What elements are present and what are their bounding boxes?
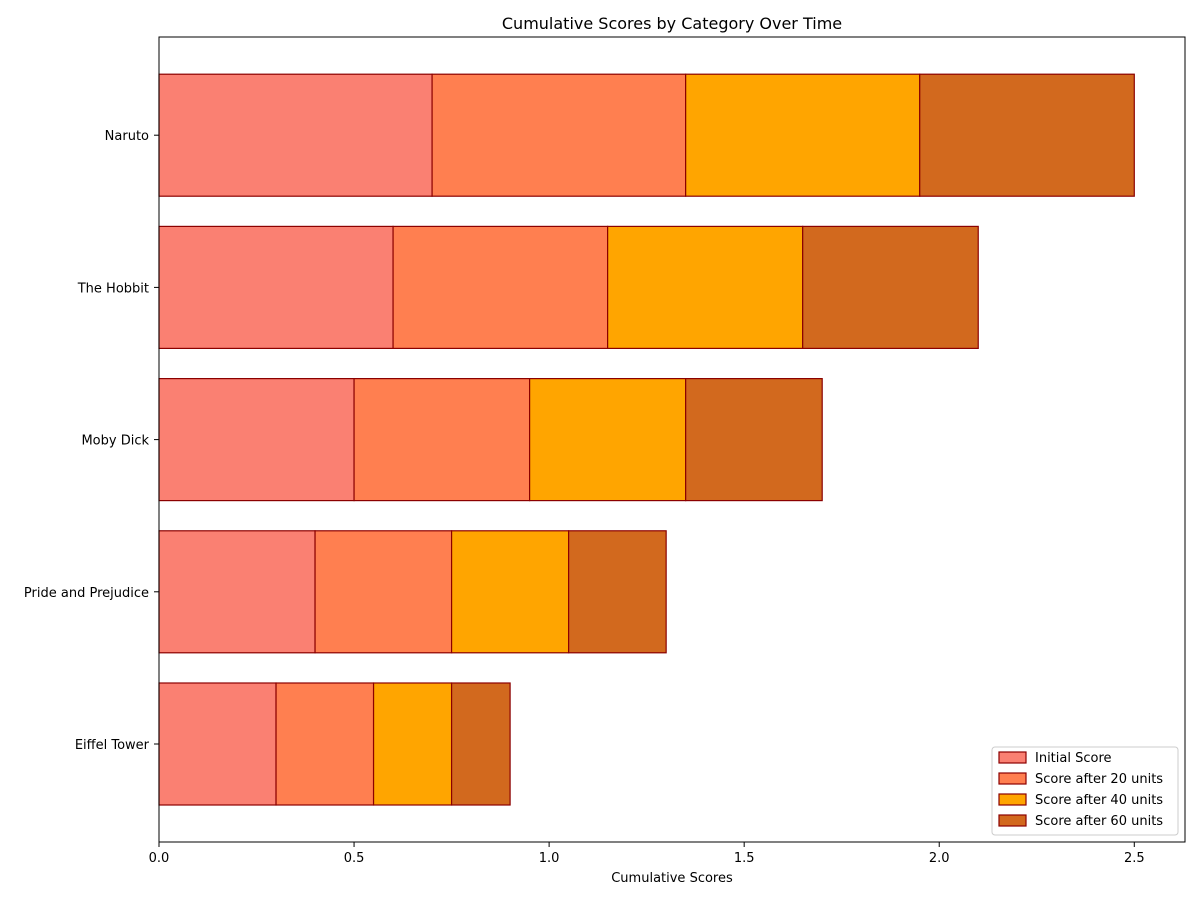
x-tick-label: 2.5 — [1124, 851, 1145, 866]
y-tick-label: Eiffel Tower — [75, 738, 150, 753]
bar-moby-dick-series-1 — [353, 378, 531, 502]
legend-label: Score after 20 units — [1035, 772, 1163, 787]
bar-moby-dick-series-2 — [529, 378, 687, 502]
bar-pride-and-prejudice-series-3 — [568, 530, 667, 654]
x-tick-label: 1.0 — [539, 851, 560, 866]
legend-swatch — [998, 772, 1027, 785]
x-axis-label: Cumulative Scores — [611, 871, 733, 886]
bar-naruto-series-1 — [431, 73, 687, 197]
bar-eiffel-tower-series-3 — [450, 682, 511, 806]
bar-naruto-series-3 — [919, 73, 1135, 197]
bar-pride-and-prejudice-series-0 — [158, 530, 316, 654]
bar-eiffel-tower-series-0 — [158, 682, 277, 806]
bar-naruto-series-2 — [685, 73, 921, 197]
bars-group — [158, 73, 1135, 806]
bar-the-hobbit-series-2 — [607, 225, 804, 349]
legend-label: Initial Score — [1035, 751, 1112, 766]
bar-pride-and-prejudice-series-1 — [314, 530, 453, 654]
legend: Initial Score Score after 20 units Score a… — [991, 746, 1179, 836]
y-tick-label: The Hobbit — [77, 281, 149, 296]
legend-label: Score after 40 units — [1035, 793, 1163, 808]
bar-pride-and-prejudice-series-2 — [450, 530, 570, 654]
bar-the-hobbit-series-1 — [392, 225, 609, 349]
bar-eiffel-tower-series-1 — [275, 682, 375, 806]
legend-box — [991, 746, 1179, 836]
x-tick-label: 0.5 — [344, 851, 365, 866]
x-tick-label: 0.0 — [149, 851, 170, 866]
bar-the-hobbit-series-0 — [158, 225, 394, 349]
y-tick-label: Naruto — [105, 129, 149, 144]
legend-swatch — [998, 751, 1027, 764]
x-tick-label: 2.0 — [929, 851, 950, 866]
y-tick-label: Pride and Prejudice — [24, 586, 149, 601]
legend-swatch — [998, 793, 1027, 806]
bar-eiffel-tower-series-2 — [372, 682, 453, 806]
bar-the-hobbit-series-3 — [802, 225, 979, 349]
bar-moby-dick-series-0 — [158, 378, 355, 502]
bar-moby-dick-series-3 — [685, 378, 823, 502]
y-tick-label: Moby Dick — [81, 434, 149, 449]
legend-swatch — [998, 814, 1027, 827]
chart-title: Cumulative Scores by Category Over Time — [502, 14, 842, 33]
legend-label: Score after 60 units — [1035, 814, 1163, 829]
axes-group: 0.0 0.5 1.0 1.5 2.0 2.5 Eiffel Tower Pride and … — [24, 36, 1186, 866]
bar-naruto-series-0 — [158, 73, 433, 197]
x-tick-label: 1.5 — [734, 851, 755, 866]
